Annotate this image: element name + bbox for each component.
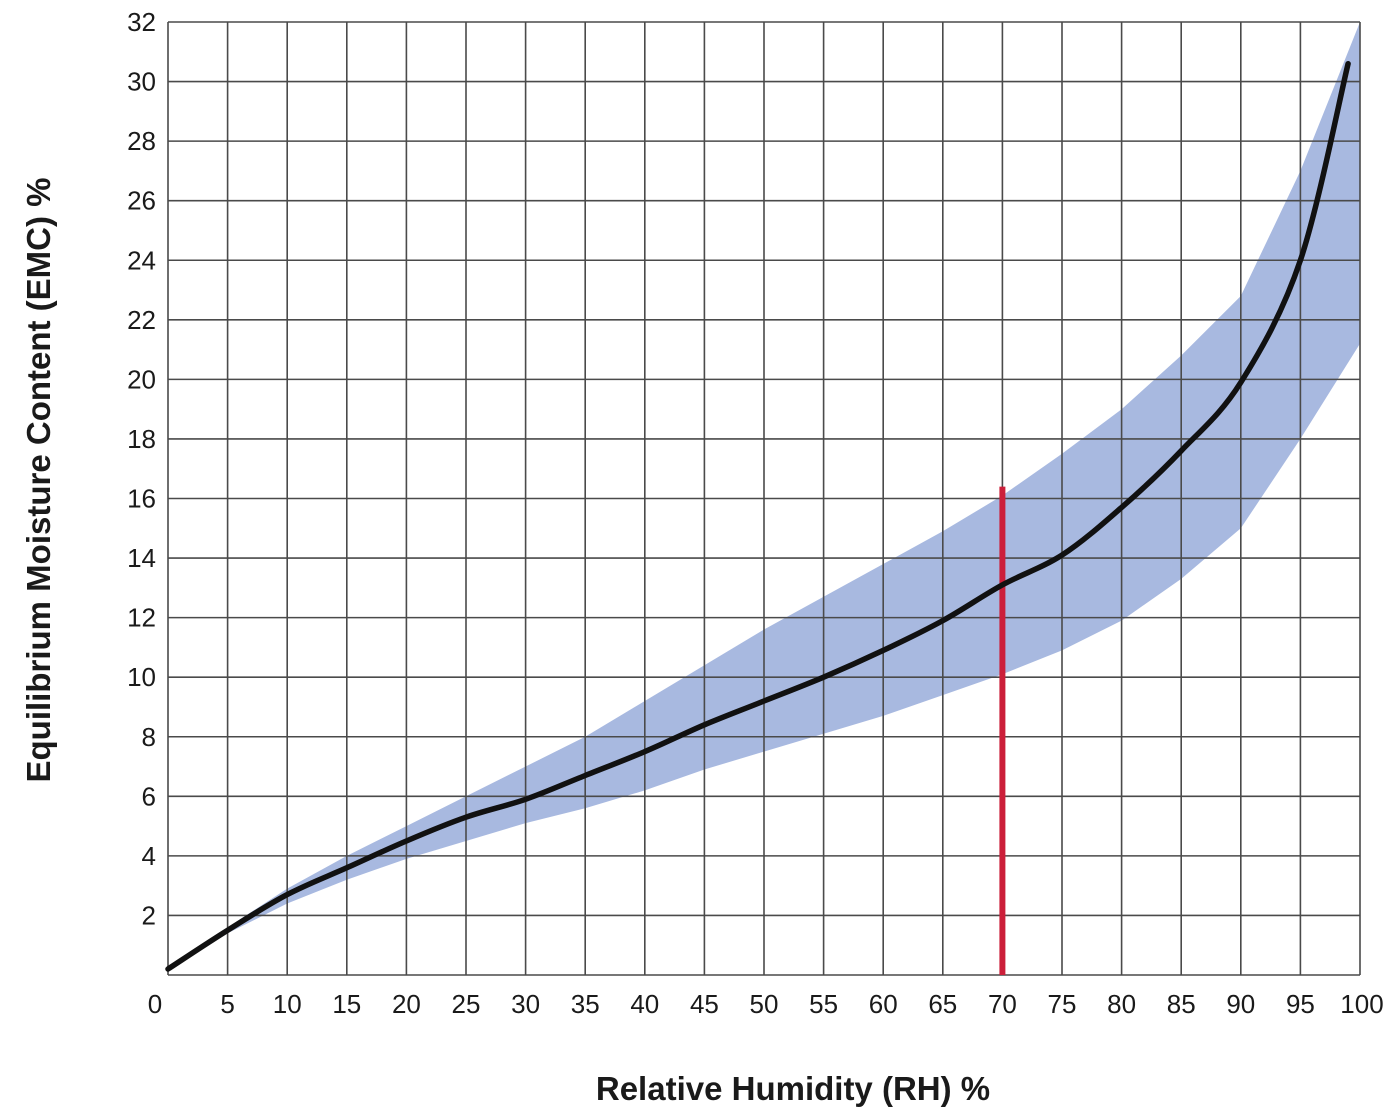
x-tick-label: 15 <box>332 989 361 1019</box>
x-tick-label: 50 <box>750 989 779 1019</box>
y-tick-label: 6 <box>142 781 156 811</box>
curve-layer <box>165 60 1351 972</box>
x-tick-label: 80 <box>1107 989 1136 1019</box>
x-tick-label: 70 <box>988 989 1017 1019</box>
x-tick-labels: 0 5 10 15 20 25 30 35 40 45 50 55 60 65 70 75 80 85 90 95 10… <box>148 989 1384 1019</box>
y-tick-label: 12 <box>127 603 156 633</box>
y-tick-label: 8 <box>142 722 156 752</box>
y-axis-title: Equilibrium Moisture Content (EMC) % <box>20 178 57 783</box>
x-tick-label: 40 <box>630 989 659 1019</box>
x-tick-label: 10 <box>273 989 302 1019</box>
x-tick-label: 95 <box>1286 989 1315 1019</box>
y-tick-label: 4 <box>142 841 156 871</box>
y-tick-label: 20 <box>127 364 156 394</box>
x-tick-label: 90 <box>1226 989 1255 1019</box>
y-tick-label: 30 <box>127 67 156 97</box>
y-tick-label: 2 <box>142 900 156 930</box>
y-tick-label: 28 <box>127 126 156 156</box>
x-tick-label: 30 <box>511 989 540 1019</box>
y-tick-label: 10 <box>127 662 156 692</box>
x-tick-label: 5 <box>220 989 234 1019</box>
grid-layer <box>167 21 1361 976</box>
x-tick-label: 60 <box>869 989 898 1019</box>
y-tick-label: 14 <box>127 543 156 573</box>
x-axis-title: Relative Humidity (RH) % <box>596 1070 990 1107</box>
emc-curve <box>165 60 1351 972</box>
y-tick-label: 26 <box>127 186 156 216</box>
y-tick-label: 22 <box>127 305 156 335</box>
x-tick-label: 25 <box>452 989 481 1019</box>
x-tick-label: 35 <box>571 989 600 1019</box>
x-tick-label: 100 <box>1340 989 1383 1019</box>
x-tick-label: 65 <box>928 989 957 1019</box>
x-tick-label: 45 <box>690 989 719 1019</box>
y-tick-label: 16 <box>127 484 156 514</box>
x-tick-label: 75 <box>1048 989 1077 1019</box>
x-tick-label: 0 <box>148 989 162 1019</box>
y-tick-label: 32 <box>127 7 156 37</box>
y-tick-label: 18 <box>127 424 156 454</box>
x-tick-label: 55 <box>809 989 838 1019</box>
x-tick-label: 85 <box>1167 989 1196 1019</box>
x-tick-label: 20 <box>392 989 421 1019</box>
y-tick-label: 24 <box>127 245 156 275</box>
